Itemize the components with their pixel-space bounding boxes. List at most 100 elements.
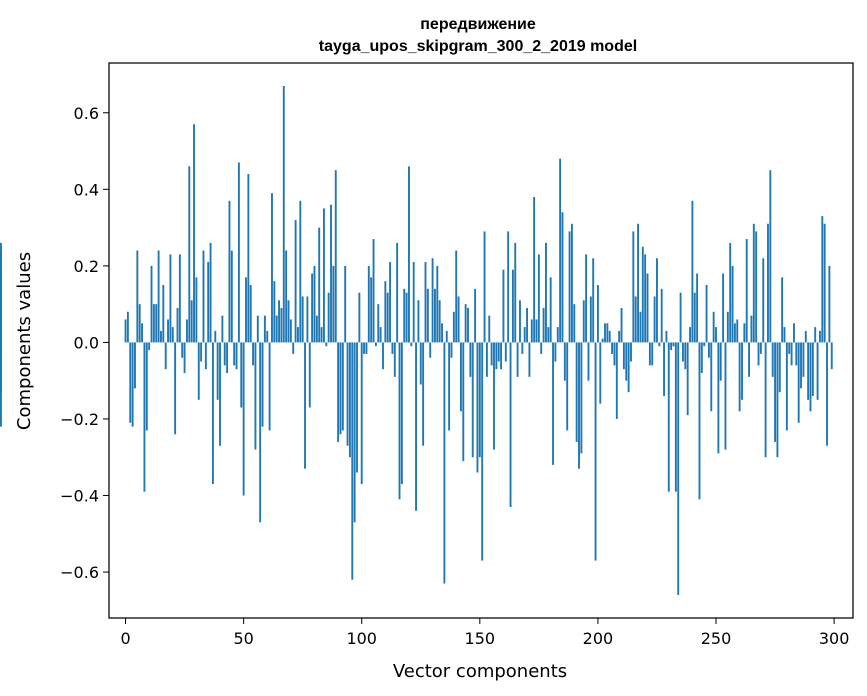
bar (757, 342, 760, 366)
bar (691, 200, 694, 343)
bar (552, 342, 554, 465)
bar (632, 231, 635, 343)
bar (384, 281, 387, 343)
bar (356, 342, 358, 473)
bar (469, 342, 472, 377)
bar (679, 292, 682, 343)
bar (266, 330, 269, 343)
y-tick-label: 0.0 (74, 333, 99, 352)
bar (157, 250, 160, 343)
bar (710, 342, 713, 412)
bar (509, 342, 512, 507)
bar (601, 338, 604, 343)
bar (256, 315, 259, 343)
bar (764, 342, 767, 458)
bar (795, 342, 798, 366)
bar (339, 342, 342, 435)
bar (450, 342, 453, 358)
bar (743, 323, 746, 343)
bar (788, 342, 791, 354)
bar (563, 342, 566, 381)
bar (547, 327, 550, 343)
bar (637, 223, 640, 343)
bar (292, 342, 295, 354)
bar (611, 342, 614, 354)
bar (178, 254, 181, 343)
bar (485, 342, 488, 377)
bar (254, 342, 257, 450)
x-tick-label: 0 (120, 629, 130, 648)
y-tick-label: −0.4 (60, 487, 99, 506)
bar (790, 342, 793, 366)
bar (370, 277, 373, 343)
bar (653, 296, 656, 343)
bar (160, 330, 162, 343)
x-tick-label: 100 (346, 629, 377, 648)
bar (145, 342, 148, 431)
bar (644, 254, 647, 343)
bar (171, 327, 174, 343)
bar (452, 311, 455, 343)
bar (351, 342, 354, 580)
bar (648, 342, 651, 366)
bar (559, 158, 562, 343)
bar (493, 342, 495, 450)
bar (367, 265, 370, 343)
bar (677, 342, 680, 596)
bar (622, 342, 625, 370)
bar (155, 304, 158, 343)
bar (304, 342, 306, 469)
x-tick-label: 250 (701, 629, 732, 648)
bar (424, 262, 427, 343)
bar (438, 300, 441, 343)
bar (358, 292, 361, 343)
bar (315, 315, 318, 343)
bar (235, 342, 238, 370)
bar (240, 342, 243, 408)
bar (183, 342, 186, 374)
x-tick-label: 50 (233, 629, 253, 648)
bar (223, 342, 226, 366)
bar (379, 327, 382, 343)
y-tick-label: 0.2 (74, 257, 99, 276)
bar (377, 304, 380, 343)
bar (526, 307, 528, 343)
bar (507, 231, 510, 343)
bar (162, 285, 165, 343)
bar (299, 200, 302, 343)
x-tick-label: 300 (819, 629, 850, 648)
bar (131, 342, 134, 427)
bar (167, 319, 169, 343)
bar (348, 342, 351, 458)
bar (245, 277, 247, 343)
bar (190, 300, 193, 343)
bar (793, 323, 795, 343)
bar (582, 300, 585, 343)
bar (528, 342, 531, 377)
bar (434, 288, 436, 343)
bar (604, 323, 606, 343)
bar (483, 231, 486, 343)
bar (715, 327, 717, 343)
bar (426, 288, 429, 343)
bar (382, 342, 384, 370)
bar (417, 300, 420, 343)
bar (519, 300, 521, 343)
bar (665, 330, 668, 343)
bar (459, 342, 462, 412)
bar (136, 250, 139, 343)
bar (188, 166, 191, 343)
bar (630, 342, 632, 362)
bar (556, 327, 559, 343)
bar (150, 265, 153, 343)
bar (608, 330, 611, 343)
bar (280, 307, 283, 343)
bar (197, 342, 200, 400)
bar (719, 342, 722, 381)
bar (566, 342, 569, 431)
bar (259, 342, 262, 523)
bar (804, 330, 807, 343)
bar (705, 285, 708, 343)
bar (830, 342, 833, 370)
bar (415, 342, 417, 511)
